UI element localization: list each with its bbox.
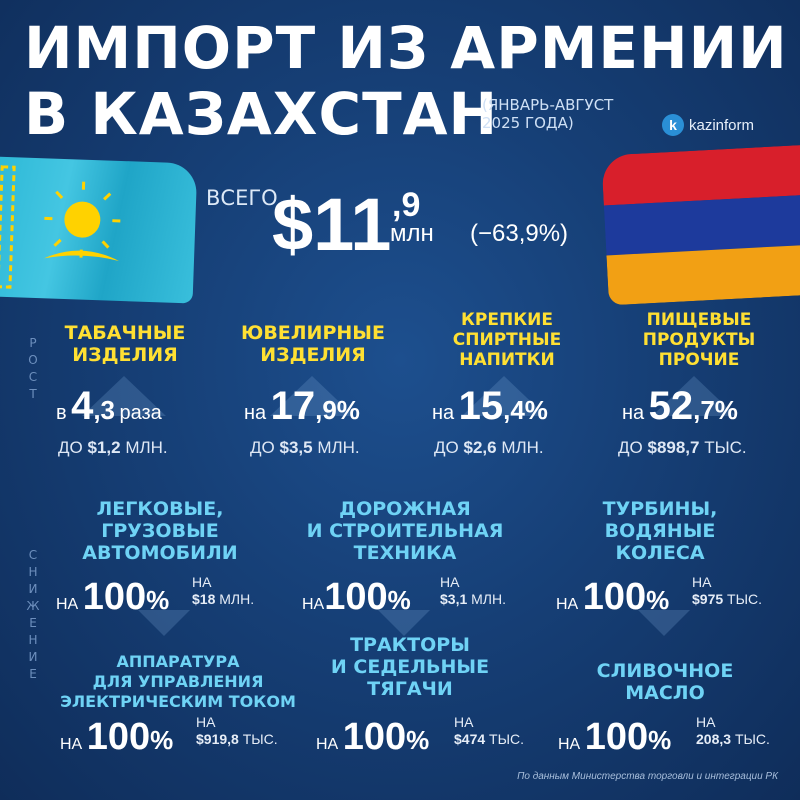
decline-item-2-title: ДОРОЖНАЯ И СТРОИТЕЛЬНАЯ ТЕХНИКА [306, 498, 504, 564]
decline-item-6-value: НА 100% [558, 716, 672, 758]
total-unit: млн [390, 220, 434, 247]
kazinform-logo: k kazinform [662, 114, 754, 136]
decline-item-4-title: АППАРАТУРА ДЛЯ УПРАВЛЕНИЯ ЭЛЕКТРИЧЕСКИМ … [60, 652, 296, 711]
growth-item-3-title: КРЕПКИЕ СПИРТНЫЕ НАПИТКИ [452, 310, 562, 370]
decline-item-5-side: НА $474 ТЫС. [454, 714, 524, 747]
total-label: ВСЕГО [206, 186, 278, 210]
decline-side-label: СНИЖЕНИЕ [26, 548, 40, 684]
growth-item-1-sub: ДО $1,2 МЛН. [58, 438, 168, 457]
logo-text: kazinform [689, 116, 755, 134]
decline-item-6-title: СЛИВОЧНОЕ МАСЛО [596, 660, 734, 704]
decline-item-4-value: НА 100% [60, 716, 174, 758]
decline-item-2-value: НА100% [302, 576, 411, 618]
decline-item-4-side: НА $919,8 ТЫС. [196, 714, 278, 747]
total-decimal: ,9 [392, 186, 421, 224]
decline-item-1-title: ЛЕГКОВЫЕ, ГРУЗОВЫЕ АВТОМОБИЛИ [82, 498, 238, 564]
kazakhstan-flag-icon [0, 156, 198, 304]
growth-item-4-value: на 52,7% [622, 384, 738, 428]
down-arrow-icon [378, 610, 430, 636]
total-value: $11 [272, 183, 392, 266]
period-line-2: 2025 ГОДА) [482, 114, 574, 132]
decline-item-1-value: НА 100% [56, 576, 170, 618]
growth-side-label: РОСТ [26, 336, 40, 404]
kazakhstan-flag-emblem [0, 165, 121, 289]
kazinform-icon: k [662, 114, 684, 136]
decline-item-3-value: НА 100% [556, 576, 670, 618]
down-arrow-icon [138, 610, 190, 636]
title-line-1: ИМПОРТ ИЗ АРМЕНИИ [24, 14, 788, 82]
up-arrow-icon [652, 376, 736, 416]
up-arrow-icon [82, 376, 166, 416]
period: (ЯНВАРЬ-АВГУСТ 2025 ГОДА) [482, 96, 613, 132]
period-line-1: (ЯНВАРЬ-АВГУСТ [482, 96, 614, 114]
growth-item-2-value: на 17,9% [244, 384, 360, 428]
growth-item-4-title: ПИЩЕВЫЕ ПРОДУКТЫ ПРОЧИЕ [642, 310, 756, 370]
growth-item-3-value: на 15,4% [432, 384, 548, 428]
growth-item-3-sub: ДО $2,6 МЛН. [434, 438, 544, 457]
down-arrow-icon [638, 610, 690, 636]
growth-item-2-title: ЮВЕЛИРНЫЕ ИЗДЕЛИЯ [241, 322, 385, 366]
decline-item-1-side: НА $18 МЛН. [192, 574, 255, 607]
growth-item-4-sub: ДО $898,7 ТЫС. [618, 438, 747, 457]
decline-item-2-side: НА $3,1 МЛН. [440, 574, 506, 607]
armenia-flag-icon [601, 144, 800, 306]
decline-item-5-title: ТРАКТОРЫ И СЕДЕЛЬНЫЕ ТЯГАЧИ [330, 634, 490, 700]
up-arrow-icon [462, 376, 546, 416]
title-line-2: В КАЗАХСТАН [24, 80, 499, 148]
decline-item-6-side: НА 208,3 ТЫС. [696, 714, 770, 747]
up-arrow-icon [270, 376, 354, 416]
growth-item-2-sub: ДО $3,5 МЛН. [250, 438, 360, 457]
decline-item-5-value: НА 100% [316, 716, 430, 758]
growth-item-1-value: в 4,3 раза [56, 384, 162, 428]
source-note: По данным Министерства торговли и интегр… [517, 771, 778, 782]
total-change: (−63,9%) [470, 220, 569, 247]
growth-item-1-title: ТАБАЧНЫЕ ИЗДЕЛИЯ [64, 322, 186, 366]
decline-item-3-side: НА $975 ТЫС. [692, 574, 762, 607]
decline-item-3-title: ТУРБИНЫ, ВОДЯНЫЕ КОЛЕСА [602, 498, 718, 564]
